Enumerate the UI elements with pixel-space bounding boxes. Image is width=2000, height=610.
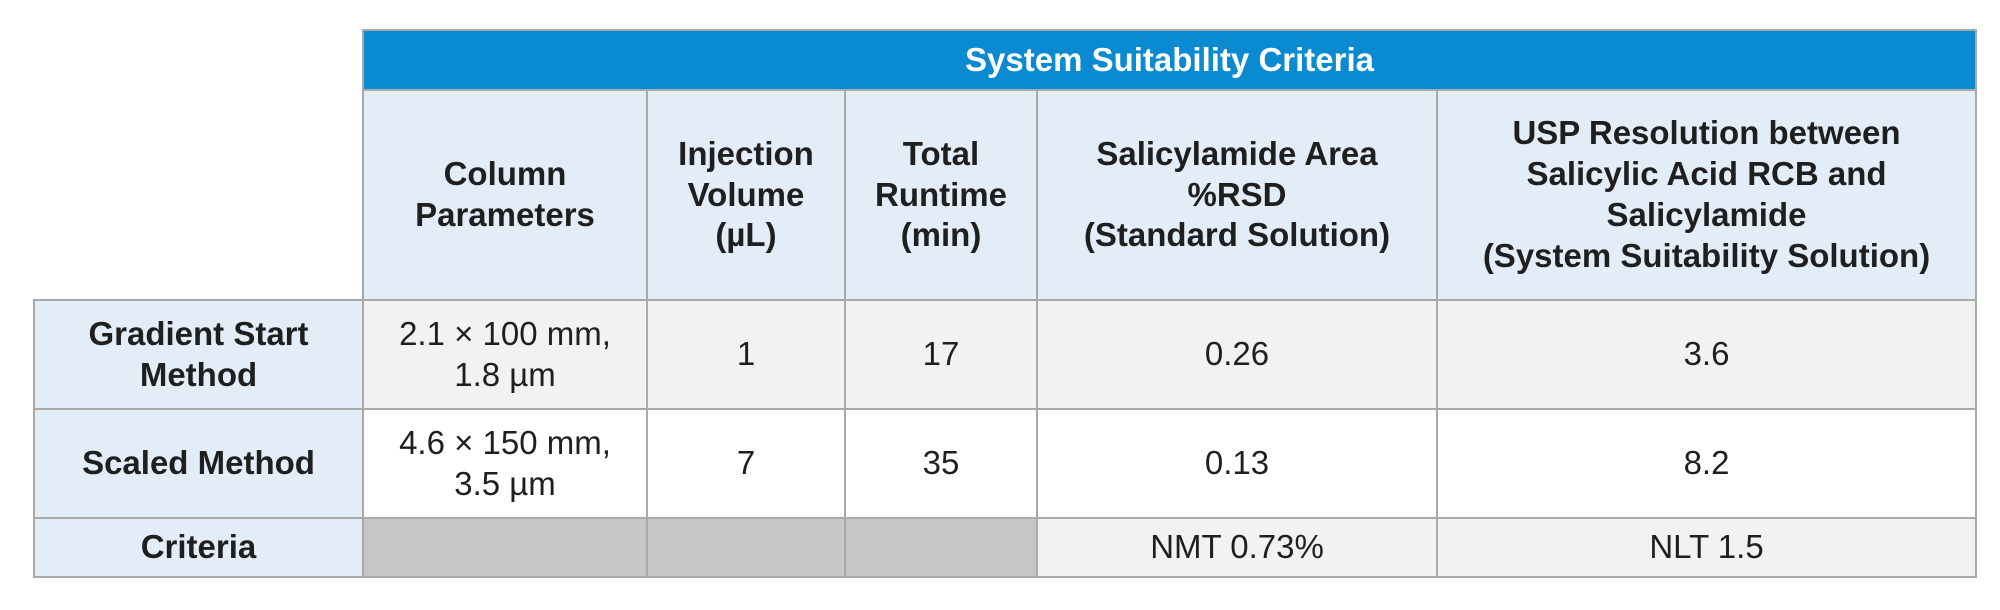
header-line: Column [443, 155, 567, 193]
row-label-line: Gradient Start [88, 314, 309, 352]
header-line: Total [902, 134, 980, 172]
cell-total-runtime: 35 [844, 408, 1038, 519]
cell-usp-resolution-criteria: NLT 1.5 [1435, 517, 1978, 578]
cell-line: 4.6 × 150 mm, [399, 423, 611, 461]
system-suitability-table: System Suitability Criteria Column Param… [33, 29, 1978, 578]
cell-column-parameters: 4.6 × 150 mm, 3.5 µm [362, 408, 648, 519]
cell-not-applicable [646, 517, 846, 578]
row-label-criteria: Criteria [33, 517, 364, 578]
header-line: USP Resolution between [1512, 114, 1901, 152]
table-row: Criteria NMT 0.73% NLT 1.5 [33, 517, 1978, 578]
header-line: Salicylic Acid RCB and [1526, 155, 1887, 193]
row-label-line: Criteria [140, 528, 257, 566]
table-wrapper: System Suitability Criteria Column Param… [33, 29, 1978, 578]
cell-salicylamide-rsd: 0.13 [1036, 408, 1438, 519]
row-label-line: Scaled Method [82, 444, 315, 482]
cell-line: 2.1 × 100 mm, [399, 314, 611, 352]
header-line: (Standard Solution) [1083, 216, 1391, 254]
row-label-line: Method [139, 355, 258, 393]
cell-total-runtime: 17 [844, 299, 1038, 410]
header-line: (min) [900, 216, 982, 254]
header-line: Parameters [415, 196, 595, 233]
table-row: Gradient Start Method 2.1 × 100 mm, 1.8 … [33, 299, 1978, 410]
empty-corner-cell [34, 30, 363, 90]
table-row: Scaled Method 4.6 × 150 mm, 3.5 µm 7 35 … [33, 408, 1978, 519]
header-column-parameters: Column Parameters [362, 89, 648, 301]
header-total-runtime: Total Runtime (min) [844, 89, 1038, 301]
cell-line: 1.8 µm [454, 355, 556, 393]
header-row: Column Parameters Injection Volume (µL) … [34, 89, 1978, 301]
header-line: Runtime [875, 175, 1007, 213]
cell-usp-resolution: 8.2 [1435, 408, 1978, 519]
header-line: (µL) [715, 216, 777, 254]
header-usp-resolution: USP Resolution between Salicylic Acid RC… [1435, 89, 1978, 301]
cell-usp-resolution: 3.6 [1435, 299, 1978, 410]
header-line: %RSD [1187, 175, 1287, 213]
empty-corner-cell [34, 90, 363, 300]
row-label-gradient-start-method: Gradient Start Method [33, 299, 364, 410]
header-line: (System Suitability Solution) [1482, 236, 1931, 274]
header-line: Injection [678, 134, 814, 172]
cell-column-parameters: 2.1 × 100 mm, 1.8 µm [362, 299, 648, 410]
row-label-scaled-method: Scaled Method [33, 408, 364, 519]
cell-injection-volume: 7 [646, 408, 846, 519]
cell-not-applicable [362, 517, 648, 578]
cell-injection-volume: 1 [646, 299, 846, 410]
table-banner: System Suitability Criteria [361, 29, 1978, 91]
cell-not-applicable [844, 517, 1038, 578]
cell-line: 3.5 µm [454, 464, 556, 502]
header-line: Salicylamide [1606, 196, 1807, 233]
header-injection-volume: Injection Volume (µL) [646, 89, 846, 301]
banner-row: System Suitability Criteria [34, 29, 1978, 91]
header-line: Volume [687, 175, 805, 213]
header-line: Salicylamide Area [1096, 134, 1378, 172]
cell-salicylamide-rsd: 0.26 [1036, 299, 1438, 410]
cell-salicylamide-rsd-criteria: NMT 0.73% [1036, 517, 1438, 578]
header-salicylamide-rsd: Salicylamide Area %RSD (Standard Solutio… [1036, 89, 1438, 301]
